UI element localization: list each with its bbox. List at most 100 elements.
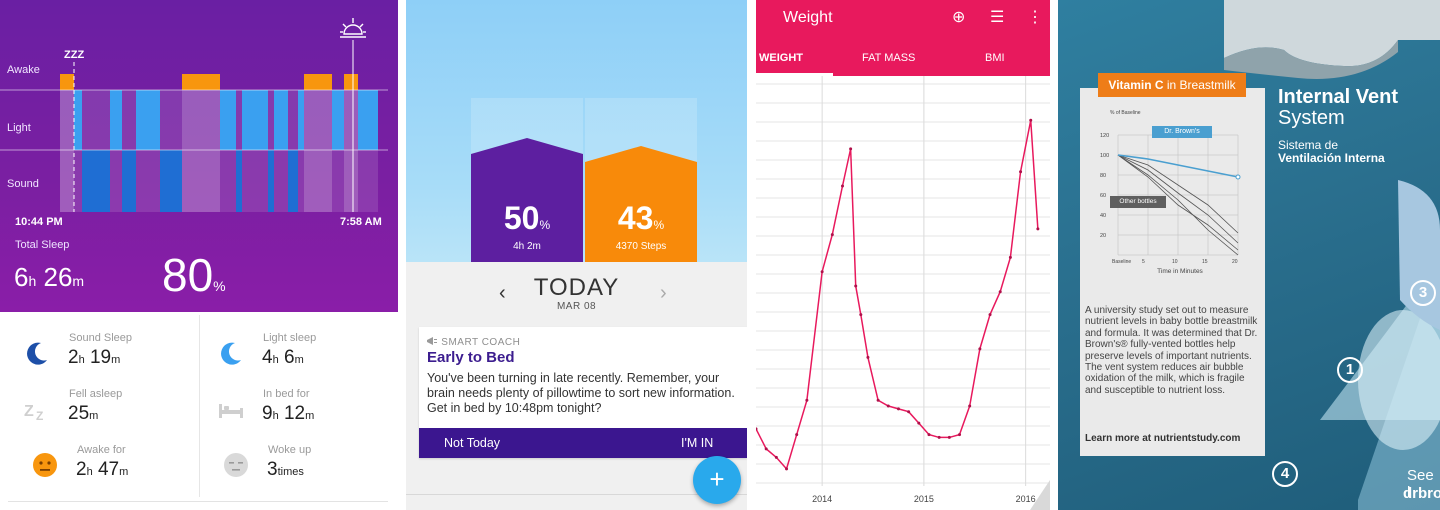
brand-text: drbro [1403,485,1440,502]
weight-point-18 [927,433,931,437]
sleep-chart: ZZZ Awake Light Sound 10:44 PM 7:58 AM T… [0,0,398,312]
weight-point-12 [866,355,870,359]
pg-ytick-100: 100 [1100,153,1109,159]
bottom-divider [406,494,747,495]
vitamin-c-badge: Vitamin C in Breastmilk [1098,73,1246,97]
smart-coach-label: SMART COACH [441,337,521,348]
sleep-quality: 80% [162,248,226,302]
total-hours: 6 [14,262,29,292]
weight-point-15 [896,407,900,411]
heading-internal-vent: Internal Vent [1278,86,1399,108]
pg-xtick-0: Baseline [1112,259,1131,265]
sleep-segment-17 [344,74,358,90]
product-photo: 120 100 80 60 40 20 Baseline 5 10 15 20 Vitamin C … [1058,0,1440,510]
heading-spanish-1: Sistema de [1278,138,1339,152]
weight-point-5 [805,398,809,402]
sleep-segment-2 [82,150,110,212]
weight-point-23 [978,347,982,351]
awake-shade-15 [304,90,332,212]
callout-number-1: 1 [1337,357,1363,383]
weight-point-20 [947,435,951,439]
weight-point-6 [820,270,824,274]
pg-ytick-60: 60 [1100,193,1106,199]
steps-progress-text: 43% 4370 Steps [585,200,697,260]
pg-xtick-4: 20 [1232,259,1238,265]
awake-shade-17 [344,90,358,212]
coach-panel: 50% 4h 2m 43% 4370 Steps ‹ TODAY MAR 08 … [406,0,747,510]
total-minutes: 26 [43,262,73,292]
other-bottle-line-1 [1117,154,1239,244]
sleep-duration: 4h 2m [513,241,541,252]
pg-xtick-3: 15 [1202,259,1208,265]
x-tick-2015: 2015 [914,494,934,504]
sleep-end-time: 7:58 AM [340,216,382,228]
tab-bmi[interactable]: BMI [985,52,1005,64]
sleep-segment-15 [304,74,332,90]
megaphone-icon [427,337,437,345]
weight-point-13 [876,398,880,402]
day-date: MAR 08 [556,301,597,312]
sleepy-face-icon [224,453,248,477]
sleep-segment-6 [160,150,182,212]
more-vert-icon[interactable]: ⋮ [1027,9,1043,26]
pg-ytick-40: 40 [1100,213,1106,219]
total-sleep-value: 6h 26m [14,262,84,293]
sleep-progress-text: 50% 4h 2m [471,200,583,260]
sleep-segment-7 [182,74,220,90]
smart-coach-card: SMART COACH Early to Bed You've been tur… [419,327,747,458]
next-day-button[interactable]: › [660,282,667,304]
other-bottles-series-label: Other bottles [1110,196,1166,208]
sleep-segment-18 [358,90,378,150]
stat-woke-up: Woke up 3times [223,444,393,496]
stat-label: In bed for [263,388,310,400]
im-in-button[interactable]: I'M IN [681,436,714,450]
pg-xtick-2: 10 [1172,259,1178,265]
sleep-percent: 50% [503,200,551,236]
add-fab-button[interactable]: + [693,456,741,504]
pg-xtick-1: 5 [1142,259,1145,265]
weight-point-28 [1029,118,1033,122]
stat-label: Fell asleep [69,388,123,400]
sleep-segment-16 [332,90,344,150]
weight-point-9 [849,147,853,151]
weight-point-27 [1019,170,1023,174]
total-sleep-label: Total Sleep [15,239,70,251]
moon-icon [27,342,47,365]
heading-spanish-2: Ventilación Interna [1278,151,1385,165]
other-bottle-line-0 [1117,154,1239,251]
minutes-unit: m [72,273,85,289]
sleep-segment-14 [298,90,304,150]
weight-title: Weight [783,9,833,26]
weight-point-7 [830,233,834,237]
prev-day-button[interactable]: ‹ [499,282,506,304]
see-text: See l [1407,467,1434,501]
tab-fat-mass[interactable]: FAT MASS [862,52,916,64]
coach-card-body: You've been turning in late recently. Re… [427,371,735,415]
tab-weight[interactable]: WEIGHT [759,52,803,64]
corner-fold [1030,480,1050,510]
pg-ytick-80: 80 [1100,173,1106,179]
add-circle-icon[interactable]: ⊕ [952,9,966,26]
weight-point-21 [958,433,962,437]
svg-text:Z: Z [24,403,34,420]
callout-number-3: 3 [1410,280,1436,306]
sleep-segment-5 [136,90,160,150]
house-left-shape [471,138,583,262]
list-icon[interactable]: ☰ [990,9,1005,26]
dr-browns-series-label: Dr. Brown's [1152,126,1212,138]
quality-value: 80 [162,249,214,301]
other-bottle-line-3 [1117,154,1239,256]
stat-sound-sleep: Sound Sleep 2h 19m [24,332,194,384]
not-today-button[interactable]: Not Today [444,436,501,450]
stat-label: Light sleep [263,332,317,344]
steps-count: 4370 Steps [615,241,667,252]
callout-number-4: 4 [1272,461,1298,487]
pg-ytick-20: 20 [1100,233,1106,239]
hours-unit: h [28,273,37,289]
stat-label: Woke up [268,444,312,456]
daily-progress-area: 50% 4h 2m 43% 4370 Steps [406,0,747,262]
stat-value: 2h 19m [68,347,121,368]
light-axis-label: Light [7,122,31,134]
neutral-face-icon [33,453,57,477]
awake-shade-0 [60,90,74,212]
